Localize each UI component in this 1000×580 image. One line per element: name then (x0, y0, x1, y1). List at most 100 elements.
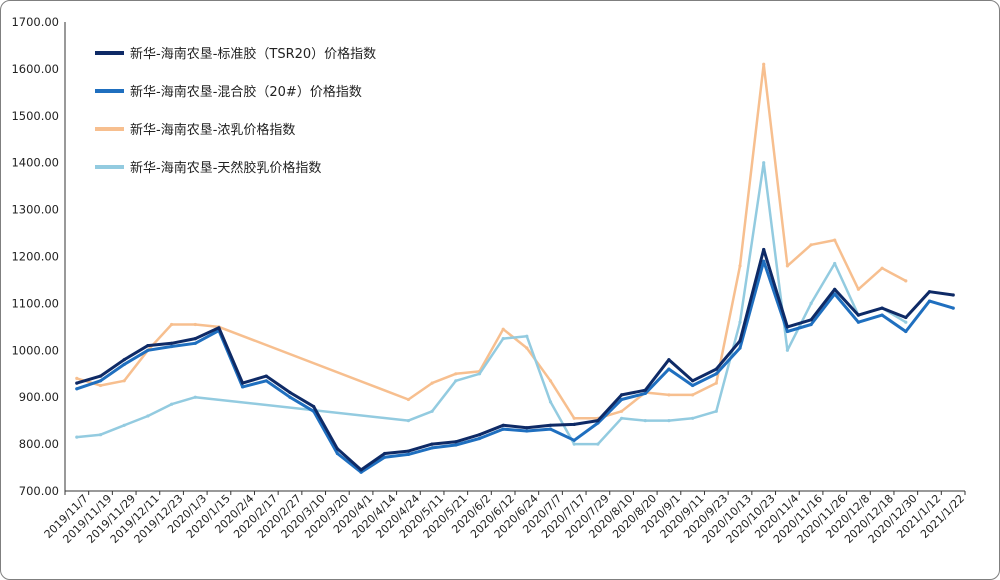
data-point (406, 452, 410, 456)
data-point (667, 419, 671, 423)
data-point (691, 379, 695, 383)
data-point (241, 381, 245, 385)
data-point (477, 433, 482, 437)
data-point (98, 374, 103, 378)
data-point (785, 329, 790, 334)
data-point (714, 381, 718, 385)
data-point (477, 372, 482, 376)
data-point (98, 433, 103, 437)
data-point (572, 442, 576, 446)
legend-label: 新华-海南农垦-混合胶（20#）价格指数 (130, 84, 362, 100)
data-point (880, 306, 884, 310)
data-point (880, 313, 884, 317)
data-point (785, 325, 790, 329)
data-point (572, 438, 576, 442)
data-point (525, 334, 529, 338)
data-point (264, 374, 268, 378)
data-point (335, 451, 339, 456)
data-point (501, 423, 505, 427)
series-0 (75, 247, 955, 472)
data-point (809, 318, 813, 322)
data-point (691, 383, 695, 388)
y-tick-label: 1200.00 (11, 250, 59, 264)
data-point (430, 442, 434, 446)
x-axis: 2019/11/72019/11/192019/11/292019/12/112… (42, 490, 967, 546)
y-tick-label: 1600.00 (11, 62, 59, 76)
data-point (170, 341, 174, 345)
y-axis: 700.00 800.00 900.00 1000.00 1100.00 1200.00 1… (11, 15, 66, 498)
data-point (714, 372, 718, 376)
data-point (525, 426, 529, 430)
data-point (454, 379, 458, 383)
legend-label: 新华-海南农垦-标准胶（TSR20）价格指数 (130, 46, 376, 62)
data-point (170, 402, 174, 406)
data-point (904, 279, 908, 283)
data-point (643, 391, 647, 395)
data-point (122, 379, 126, 383)
data-point (927, 299, 932, 303)
data-point (548, 423, 553, 427)
data-point (572, 422, 576, 426)
data-point (596, 419, 600, 423)
data-point (833, 238, 837, 242)
data-point (454, 443, 458, 447)
data-point (170, 344, 174, 349)
data-point (643, 388, 647, 392)
data-point (122, 423, 126, 427)
data-point (430, 381, 434, 385)
data-point (856, 320, 861, 324)
data-point (430, 409, 434, 413)
data-point (406, 397, 410, 402)
data-point (738, 264, 742, 268)
data-point (596, 442, 600, 446)
data-point (667, 367, 671, 371)
data-point (122, 362, 126, 366)
data-point (193, 341, 197, 345)
data-point (406, 449, 410, 453)
data-point (667, 393, 671, 397)
data-point (525, 429, 529, 433)
data-point (762, 161, 766, 165)
y-tick-label: 900.00 (19, 390, 59, 404)
data-point (75, 381, 79, 385)
data-point (785, 348, 790, 352)
data-point (714, 367, 718, 371)
data-point (620, 393, 624, 397)
legend-label: 新华-海南农垦-天然胶乳价格指数 (130, 160, 321, 176)
data-point (927, 290, 932, 294)
data-point (217, 326, 221, 330)
data-point (241, 385, 245, 389)
data-point (904, 320, 908, 324)
y-tick-label: 1000.00 (11, 343, 59, 357)
data-point (620, 416, 624, 420)
data-point (454, 372, 458, 376)
data-point (738, 346, 742, 350)
data-point (951, 293, 955, 297)
data-point (98, 379, 103, 383)
data-point (620, 397, 624, 402)
data-point (75, 376, 79, 380)
data-point (738, 320, 742, 324)
data-point (691, 393, 695, 397)
data-point (548, 379, 553, 383)
y-tick-label: 1500.00 (11, 109, 59, 123)
data-point (762, 62, 766, 66)
legend-label: 新华-海南农垦-浓乳价格指数 (130, 122, 295, 138)
series-2 (75, 62, 908, 420)
data-point (525, 346, 529, 350)
data-point (809, 322, 813, 327)
data-point (904, 329, 908, 334)
data-point (170, 322, 174, 327)
series-line (75, 248, 955, 472)
data-point (193, 322, 197, 327)
data-point (288, 395, 292, 399)
data-point (833, 292, 837, 296)
y-tick-label: 1700.00 (11, 15, 59, 29)
data-point (572, 416, 576, 420)
legend: 新华-海南农垦-标准胶（TSR20）价格指数新华-海南农垦-混合胶（20#）价格… (95, 46, 376, 176)
series-line (75, 62, 908, 420)
data-point (501, 327, 505, 331)
data-point (335, 447, 339, 451)
data-point (548, 427, 553, 431)
